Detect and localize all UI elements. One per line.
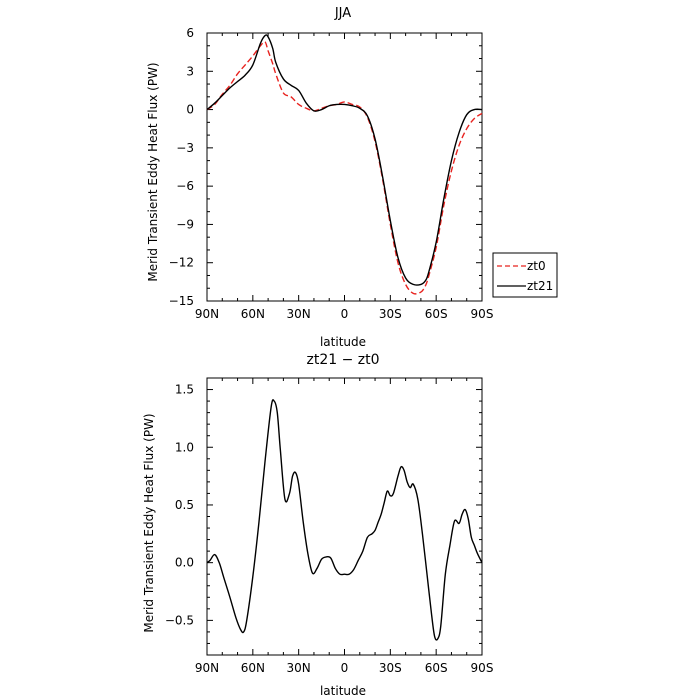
bottom-x-tick-label: 90N — [195, 661, 219, 675]
top-y-tick-label: 6 — [186, 26, 194, 40]
top-x-tick-label: 30N — [287, 307, 311, 321]
top-chart-xlabel: latitude — [320, 335, 366, 349]
top-x-tick-label: 0 — [341, 307, 349, 321]
top-series-line-zt21 — [206, 34, 483, 286]
bottom-x-tick-label: 60N — [241, 661, 265, 675]
top-chart-x-tick-labels: 90N 60N 30N 0 30S 60S 90S — [195, 307, 494, 321]
bottom-x-tick-label: 30S — [379, 661, 402, 675]
top-x-tick-label: 60N — [241, 307, 265, 321]
bottom-chart-xlabel: latitude — [320, 684, 366, 698]
top-y-tick-label: 0 — [186, 103, 194, 117]
top-chart-panel: JJA Merid Transient Eddy Heat Flux (PW) … — [146, 6, 558, 349]
top-chart-ticks — [206, 32, 483, 302]
bottom-series-line-0 — [206, 399, 483, 641]
bottom-y-tick-label: 0.5 — [175, 498, 194, 512]
top-chart-y-tick-labels: 6 3 0 −3 −6 −9 −12 −15 — [169, 26, 194, 308]
top-chart-ylabel: Merid Transient Eddy Heat Flux (PW) — [146, 62, 160, 281]
top-y-tick-label: −12 — [169, 256, 194, 270]
top-y-tick-label: 3 — [186, 64, 194, 78]
top-x-tick-label: 90S — [471, 307, 494, 321]
top-y-tick-label: −15 — [169, 294, 194, 308]
top-chart-legend: zt0 zt21 — [492, 252, 558, 298]
bottom-y-tick-label: 0.0 — [175, 556, 194, 570]
bottom-x-tick-label: 0 — [341, 661, 349, 675]
bottom-chart-ylabel: Merid Transient Eddy Heat Flux (PW) — [142, 413, 156, 632]
top-chart-series — [206, 34, 483, 295]
bottom-x-tick-label: 60S — [425, 661, 448, 675]
bottom-y-tick-label: 1.5 — [175, 383, 194, 397]
bottom-x-tick-label: 90S — [471, 661, 494, 675]
bottom-y-tick-label: −0.5 — [165, 613, 194, 627]
bottom-chart-title: zt21 − zt0 — [306, 352, 379, 368]
legend-box — [492, 252, 558, 298]
top-chart-plot-frame — [206, 32, 483, 302]
top-series-line-zt0 — [206, 41, 483, 295]
bottom-x-tick-label: 30N — [287, 661, 311, 675]
top-chart-title: JJA — [334, 6, 351, 21]
top-y-tick-label: −3 — [176, 141, 194, 155]
bottom-chart-x-tick-labels: 90N 60N 30N 0 30S 60S 90S — [195, 661, 494, 675]
top-y-tick-label: −9 — [176, 217, 194, 231]
bottom-chart-ticks — [206, 377, 483, 656]
bottom-chart-series — [206, 399, 483, 641]
top-x-tick-label: 30S — [379, 307, 402, 321]
bottom-chart-panel: zt21 − zt0 Merid Transient Eddy Heat Flu… — [142, 352, 493, 698]
top-y-tick-label: −6 — [176, 179, 194, 193]
top-x-tick-label: 60S — [425, 307, 448, 321]
top-x-tick-label: 90N — [195, 307, 219, 321]
legend-label-zt0: zt0 — [527, 259, 546, 273]
legend-label-zt21: zt21 — [527, 279, 553, 293]
bottom-chart-y-tick-labels: 1.5 1.0 0.5 0.0 −0.5 — [165, 383, 194, 628]
bottom-y-tick-label: 1.0 — [175, 440, 194, 454]
